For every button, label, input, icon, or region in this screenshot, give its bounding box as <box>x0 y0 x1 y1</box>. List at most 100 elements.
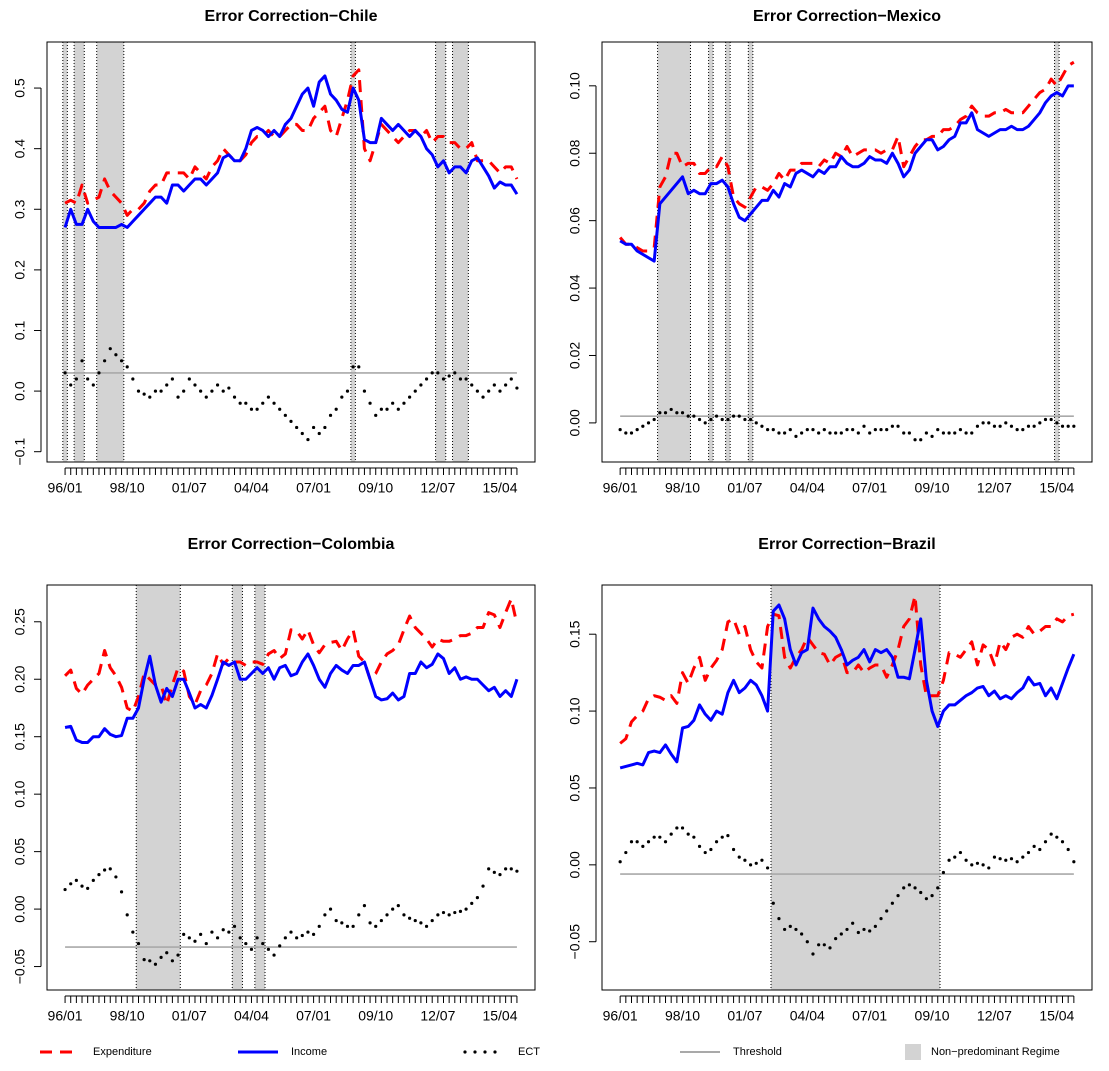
x-tick-label: 09/10 <box>358 1008 393 1024</box>
y-tick-label: 0.00 <box>12 895 28 922</box>
ect-point <box>896 424 900 428</box>
ect-point <box>424 924 429 928</box>
ect-point <box>720 417 724 422</box>
ect-point <box>766 866 770 870</box>
ect-point <box>328 907 333 911</box>
ect-point <box>885 909 889 913</box>
y-tick-label: 0.00 <box>567 409 583 436</box>
ect-point <box>1021 855 1025 859</box>
ect-point <box>686 832 690 836</box>
x-tick-label: 15/04 <box>1039 1008 1074 1024</box>
ect-point <box>743 417 747 422</box>
ect-point <box>641 844 645 848</box>
series-line <box>64 597 519 713</box>
ect-point <box>777 431 781 435</box>
ect-point <box>272 401 276 405</box>
ect-point <box>754 861 758 865</box>
ect-point <box>851 921 855 925</box>
ect-point <box>408 916 412 920</box>
ect-point <box>176 953 180 957</box>
ect-point <box>492 383 496 387</box>
y-tick-label: 0.05 <box>567 774 583 801</box>
ect-point <box>509 377 513 381</box>
x-tick-label: 04/04 <box>790 1008 825 1024</box>
ect-point <box>1043 417 1048 422</box>
ect-point <box>800 431 804 435</box>
ect-point <box>669 832 673 836</box>
ect-point <box>244 401 248 405</box>
x-tick-label: 01/07 <box>172 480 207 496</box>
ect-point <box>345 389 350 393</box>
ect-point <box>1038 847 1042 852</box>
ect-point <box>131 377 135 381</box>
legend-label: Non−predominant Regime <box>931 1046 1060 1058</box>
ect-point <box>475 389 479 393</box>
ect-point <box>879 917 883 921</box>
ect-point <box>379 407 383 411</box>
ect-point <box>1009 424 1014 428</box>
ect-point <box>771 901 775 905</box>
y-tick-label: 0.25 <box>12 608 28 635</box>
ect-point <box>1049 417 1053 422</box>
legend-label: Income <box>291 1046 327 1058</box>
ect-point <box>839 431 843 435</box>
ect-point <box>182 932 186 936</box>
ect-point <box>227 930 231 934</box>
x-tick-label: 98/10 <box>110 480 145 496</box>
ect-point <box>204 395 208 399</box>
x-tick-label: 07/01 <box>296 480 331 496</box>
ect-point <box>828 946 832 950</box>
y-tick-label: 0.15 <box>12 723 28 750</box>
ect-point <box>958 428 963 432</box>
ect-point <box>1038 421 1042 425</box>
regime-band <box>350 42 356 462</box>
ect-point <box>504 867 508 871</box>
ect-point <box>357 365 361 369</box>
x-tick-label: 96/01 <box>603 480 638 496</box>
ect-point <box>675 826 679 830</box>
ect-point <box>624 431 628 435</box>
ect-point <box>317 431 321 436</box>
ect-point <box>340 921 344 925</box>
ect-point <box>873 428 877 432</box>
ect-point <box>981 863 985 867</box>
series-line <box>63 74 519 229</box>
ect-point <box>300 431 304 436</box>
ect-point <box>255 936 259 940</box>
y-tick-label: 0.3 <box>12 199 28 219</box>
y-tick-label: 0.15 <box>567 620 583 647</box>
y-tick-label: 0.2 <box>12 260 28 280</box>
ect-point <box>131 930 135 934</box>
ect-point <box>249 947 254 951</box>
ect-point <box>641 424 645 428</box>
x-tick-label: 96/01 <box>48 480 83 496</box>
ect-point <box>890 424 894 428</box>
ect-point <box>709 417 713 422</box>
ect-point <box>63 887 67 892</box>
ect-point <box>726 417 730 422</box>
ect-point <box>731 414 736 418</box>
chart-title: Error Correction−Mexico <box>753 8 941 25</box>
ect-point <box>441 910 446 915</box>
panel: 96/01 98/10 01/07 04/04 07/01 09/10 12/07 15/04… <box>12 536 536 1024</box>
plot-box <box>46 41 536 463</box>
legend-key <box>905 1044 921 1060</box>
ect-point <box>805 940 809 944</box>
ect-point <box>148 959 152 963</box>
x-tick-label: 98/10 <box>665 1008 700 1024</box>
ect-point <box>470 383 474 387</box>
ect-point <box>680 411 685 415</box>
series-line <box>64 652 519 744</box>
ect-point <box>675 411 679 415</box>
ect-point <box>509 867 513 871</box>
ect-point <box>964 431 968 435</box>
ect-point <box>970 863 974 867</box>
x-tick-label: 07/01 <box>296 1008 331 1024</box>
ect-point <box>306 437 310 442</box>
legend-key <box>463 1050 467 1054</box>
series-line <box>619 60 1075 253</box>
x-tick-label: 12/07 <box>977 480 1012 496</box>
ect-point <box>709 847 713 852</box>
ect-point <box>856 431 860 435</box>
ect-point <box>498 389 502 393</box>
